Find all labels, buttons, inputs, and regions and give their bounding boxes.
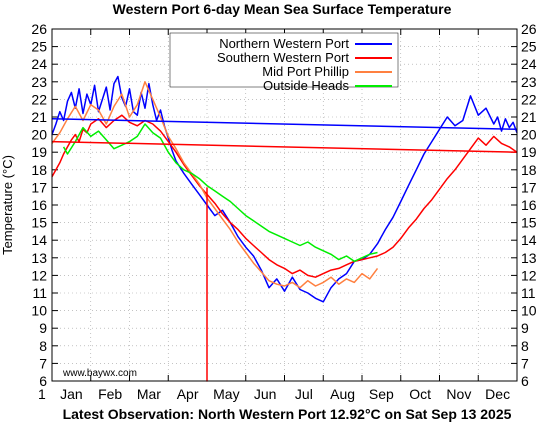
x-tick-label: Mar [137, 386, 161, 402]
y-tick-label: 24 [521, 56, 537, 72]
x-tick-label: Nov [446, 386, 471, 402]
x-tick-label: Jan [60, 386, 83, 402]
chart-title: Western Port 6-day Mean Sea Surface Temp… [113, 1, 452, 17]
x-tick-label: May [213, 386, 239, 402]
y-tick-label: 14 [521, 232, 537, 248]
y-tick-label: 20 [31, 127, 47, 143]
y-tick-label: 7 [39, 355, 47, 371]
y-tick-label: 14 [31, 232, 47, 248]
legend-label: Outside Heads [263, 78, 349, 93]
y-tick-label: 10 [521, 303, 537, 319]
y-tick-label: 19 [521, 144, 537, 160]
y-axis-label: Temperature (°C) [0, 155, 15, 255]
y-tick-label: 12 [521, 267, 537, 283]
latest-observation-footer: Latest Observation: North Western Port 1… [63, 406, 512, 422]
x-tick-labels: 1 Jan Feb Mar Apr May Jun Jul Aug Sep Oct Nov Dec [38, 386, 510, 402]
y-tick-label: 18 [31, 162, 47, 178]
x-tick-label: Jun [254, 386, 277, 402]
series-line-4 [51, 118, 518, 131]
data-series [51, 75, 518, 382]
x-tick-label: Jul [295, 386, 313, 402]
y-tick-label: 24 [31, 56, 47, 72]
y-tick-label: 22 [31, 91, 47, 107]
y-tick-label: 6 [39, 373, 47, 389]
y-tick-label: 17 [521, 179, 537, 195]
y-tick-label: 20 [521, 127, 537, 143]
x-tick-label: Sep [369, 386, 394, 402]
y-tick-label: 23 [521, 74, 537, 90]
series-line-0 [51, 75, 518, 303]
y-tick-label: 25 [521, 39, 537, 55]
series-line-5 [51, 140, 518, 153]
y-tick-label: 21 [521, 109, 537, 125]
y-tick-label: 10 [31, 303, 47, 319]
series-line-3 [62, 123, 378, 263]
y-tick-label: 26 [521, 21, 537, 37]
x-tick-label: Aug [330, 386, 355, 402]
y-tick-label: 22 [521, 91, 537, 107]
y-tick-label: 26 [31, 21, 47, 37]
y-tick-label: 13 [31, 250, 47, 266]
legend-label: Mid Port Phillip [262, 64, 349, 79]
x-tick-label: Apr [177, 386, 199, 402]
y-tick-label: 17 [31, 179, 47, 195]
x-tick-label: Dec [485, 386, 510, 402]
y-tick-label: 25 [31, 39, 47, 55]
plot-frame [51, 28, 518, 382]
legend-box [169, 32, 399, 88]
y-tick-label: 21 [31, 109, 47, 125]
y-tick-label: 7 [521, 355, 529, 371]
legend-label: Southern Western Port [217, 50, 349, 65]
x-tick-label: Feb [98, 386, 122, 402]
y-tick-label: 15 [521, 215, 537, 231]
watermark: www.baywx.com [62, 368, 137, 379]
x-tick-label: 1 [38, 386, 46, 402]
series-line-1 [51, 114, 518, 278]
y-tick-label: 9 [521, 320, 529, 336]
y-tick-label: 15 [31, 215, 47, 231]
y-tick-label: 9 [39, 320, 47, 336]
x-tick-label: Oct [409, 386, 431, 402]
y-tick-label: 18 [521, 162, 537, 178]
y-tick-label: 8 [39, 338, 47, 354]
y-tick-label: 13 [521, 250, 537, 266]
legend-label: Northern Western Port [219, 36, 349, 51]
y-tick-label: 16 [31, 197, 47, 213]
y-tick-label: 23 [31, 74, 47, 90]
y-tick-label: 6 [521, 373, 529, 389]
y-tick-label: 12 [31, 267, 47, 283]
y-tick-label: 8 [521, 338, 529, 354]
y-tick-label: 11 [32, 285, 47, 301]
y-tick-label: 11 [521, 285, 536, 301]
y-tick-label: 16 [521, 197, 537, 213]
y-tick-label: 19 [31, 144, 47, 160]
series-line-2 [51, 81, 379, 289]
